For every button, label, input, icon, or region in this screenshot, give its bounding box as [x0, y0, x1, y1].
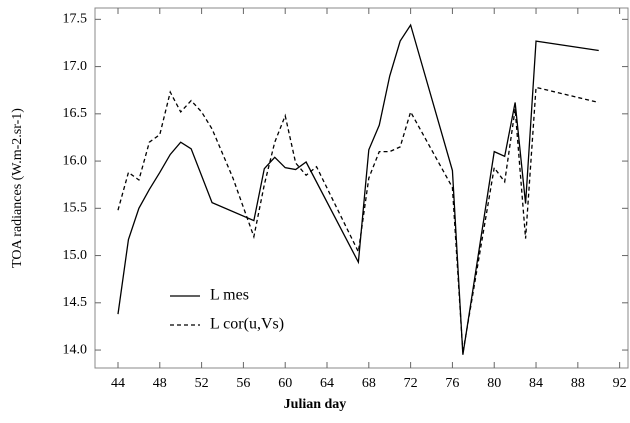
y-tick-label: 15.0 [63, 248, 88, 263]
x-axis-label: Julian day [284, 397, 347, 412]
y-tick-label: 17.5 [63, 12, 88, 27]
y-tick-label: 14.5 [63, 295, 88, 310]
y-tick-label: 14.0 [63, 342, 88, 357]
y-tick-label: 17.0 [63, 59, 88, 74]
x-tick-label: 68 [362, 376, 376, 391]
x-tick-label: 60 [278, 376, 292, 391]
x-tick-label: 72 [404, 376, 418, 391]
x-tick-label: 64 [320, 376, 334, 391]
plot-frame [94, 7, 629, 369]
y-tick-label: 15.5 [63, 201, 88, 216]
legend-label: L cor(u,Vs) [210, 316, 284, 333]
x-tick-label: 48 [153, 376, 167, 391]
x-tick-label: 76 [445, 376, 459, 391]
legend-label: L mes [210, 287, 249, 304]
y-tick-label: 16.0 [63, 153, 88, 168]
x-tick-label: 84 [529, 376, 543, 391]
y-tick-label: 16.5 [63, 106, 88, 121]
x-tick-label: 92 [613, 376, 627, 391]
y-axis-label: TOA radiances (W.m-2.sr-1) [10, 108, 25, 268]
x-tick-label: 88 [571, 376, 585, 391]
x-tick-label: 52 [195, 376, 209, 391]
x-tick-label: 56 [236, 376, 250, 391]
series-line [117, 86, 599, 353]
series-line [117, 23, 599, 355]
x-tick-label: 44 [111, 376, 125, 391]
x-tick-label: 80 [487, 376, 501, 391]
